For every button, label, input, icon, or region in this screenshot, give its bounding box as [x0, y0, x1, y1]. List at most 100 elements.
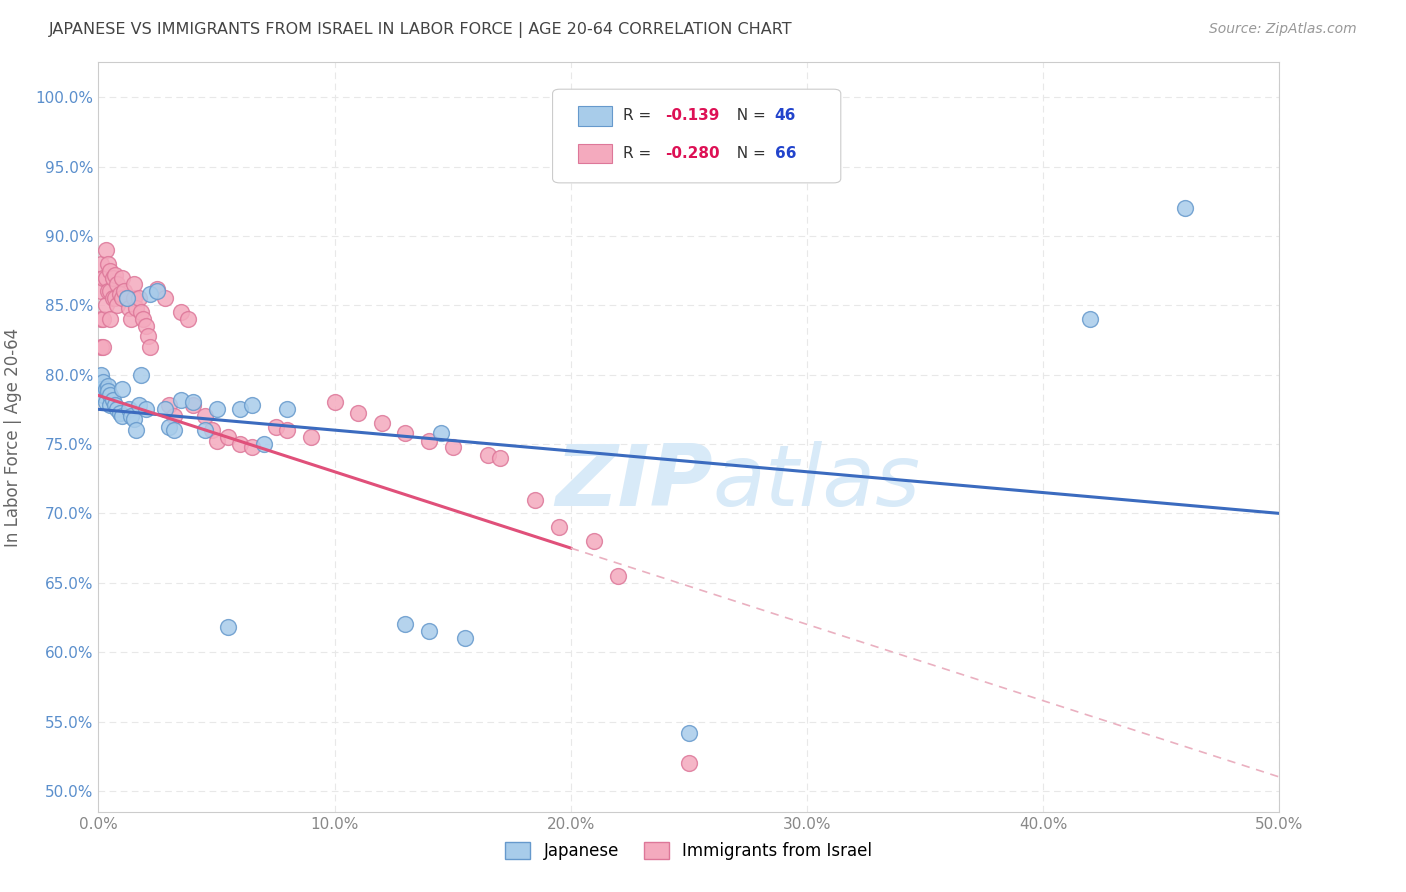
- Point: [97, 285, 120, 299]
- Point: [132, 312, 155, 326]
- Point: [98, 398, 121, 412]
- Point: [181, 398, 204, 412]
- Point: [136, 328, 159, 343]
- Point: [94, 270, 117, 285]
- Point: [108, 407, 131, 421]
- Point: [229, 437, 252, 451]
- Point: [157, 420, 180, 434]
- Point: [201, 423, 224, 437]
- Point: [91, 388, 114, 402]
- Text: -0.139: -0.139: [665, 109, 720, 123]
- Point: [105, 298, 128, 312]
- Point: [111, 270, 134, 285]
- Point: [844, 881, 866, 892]
- Point: [115, 291, 138, 305]
- Point: [128, 291, 150, 305]
- Point: [477, 448, 499, 462]
- Text: R =: R =: [623, 109, 657, 123]
- Point: [347, 407, 370, 421]
- Point: [105, 402, 128, 417]
- Point: [153, 402, 176, 417]
- Point: [118, 402, 141, 417]
- Point: [418, 434, 440, 449]
- Point: [97, 257, 120, 271]
- Point: [115, 291, 138, 305]
- Point: [135, 402, 157, 417]
- Point: [90, 382, 112, 396]
- Point: [118, 301, 141, 315]
- Text: N =: N =: [727, 146, 770, 161]
- Point: [105, 277, 128, 292]
- Point: [125, 301, 148, 315]
- Point: [98, 388, 121, 402]
- Point: [94, 395, 117, 409]
- Point: [128, 398, 150, 412]
- Point: [1080, 312, 1102, 326]
- Point: [129, 305, 152, 319]
- Point: [240, 398, 263, 412]
- Point: [583, 534, 606, 549]
- Point: [1174, 201, 1197, 215]
- Point: [678, 756, 700, 771]
- Point: [678, 725, 700, 739]
- Point: [98, 263, 121, 277]
- Point: [90, 312, 112, 326]
- Point: [91, 375, 114, 389]
- Point: [90, 340, 112, 354]
- Point: [181, 395, 204, 409]
- Legend: Japanese, Immigrants from Israel: Japanese, Immigrants from Israel: [499, 836, 879, 867]
- Point: [112, 285, 135, 299]
- Point: [91, 270, 114, 285]
- Point: [276, 402, 298, 417]
- Point: [139, 287, 162, 301]
- Point: [104, 291, 127, 305]
- Point: [205, 402, 228, 417]
- Point: [129, 368, 152, 382]
- Point: [217, 620, 239, 634]
- Point: [394, 425, 416, 440]
- Point: [90, 285, 112, 299]
- Point: [217, 430, 239, 444]
- Point: [122, 291, 145, 305]
- Point: [97, 378, 120, 392]
- Point: [607, 569, 630, 583]
- Point: [264, 420, 287, 434]
- Text: -0.280: -0.280: [665, 146, 720, 161]
- Point: [104, 268, 127, 282]
- Point: [125, 423, 148, 437]
- Point: [276, 423, 298, 437]
- Point: [98, 285, 121, 299]
- Point: [371, 416, 394, 430]
- Text: 46: 46: [775, 109, 796, 123]
- Point: [98, 312, 121, 326]
- Point: [94, 382, 117, 396]
- Point: [323, 395, 346, 409]
- Text: JAPANESE VS IMMIGRANTS FROM ISRAEL IN LABOR FORCE | AGE 20-64 CORRELATION CHART: JAPANESE VS IMMIGRANTS FROM ISRAEL IN LA…: [49, 22, 793, 38]
- Point: [441, 440, 464, 454]
- Point: [101, 392, 124, 407]
- Point: [299, 430, 322, 444]
- Point: [146, 285, 169, 299]
- Point: [524, 492, 547, 507]
- Point: [170, 305, 193, 319]
- Point: [163, 409, 186, 424]
- Point: [170, 392, 193, 407]
- Point: [90, 257, 112, 271]
- Point: [229, 402, 252, 417]
- Point: [453, 632, 475, 646]
- Point: [91, 340, 114, 354]
- Point: [157, 398, 180, 412]
- Point: [489, 450, 512, 465]
- Point: [111, 382, 134, 396]
- Text: R =: R =: [623, 146, 657, 161]
- Y-axis label: In Labor Force | Age 20-64: In Labor Force | Age 20-64: [4, 327, 21, 547]
- Point: [153, 291, 176, 305]
- Point: [163, 423, 186, 437]
- Point: [104, 398, 127, 412]
- Point: [91, 312, 114, 326]
- Text: Source: ZipAtlas.com: Source: ZipAtlas.com: [1209, 22, 1357, 37]
- Point: [122, 277, 145, 292]
- Point: [90, 368, 112, 382]
- Point: [194, 409, 217, 424]
- Text: 66: 66: [775, 146, 796, 161]
